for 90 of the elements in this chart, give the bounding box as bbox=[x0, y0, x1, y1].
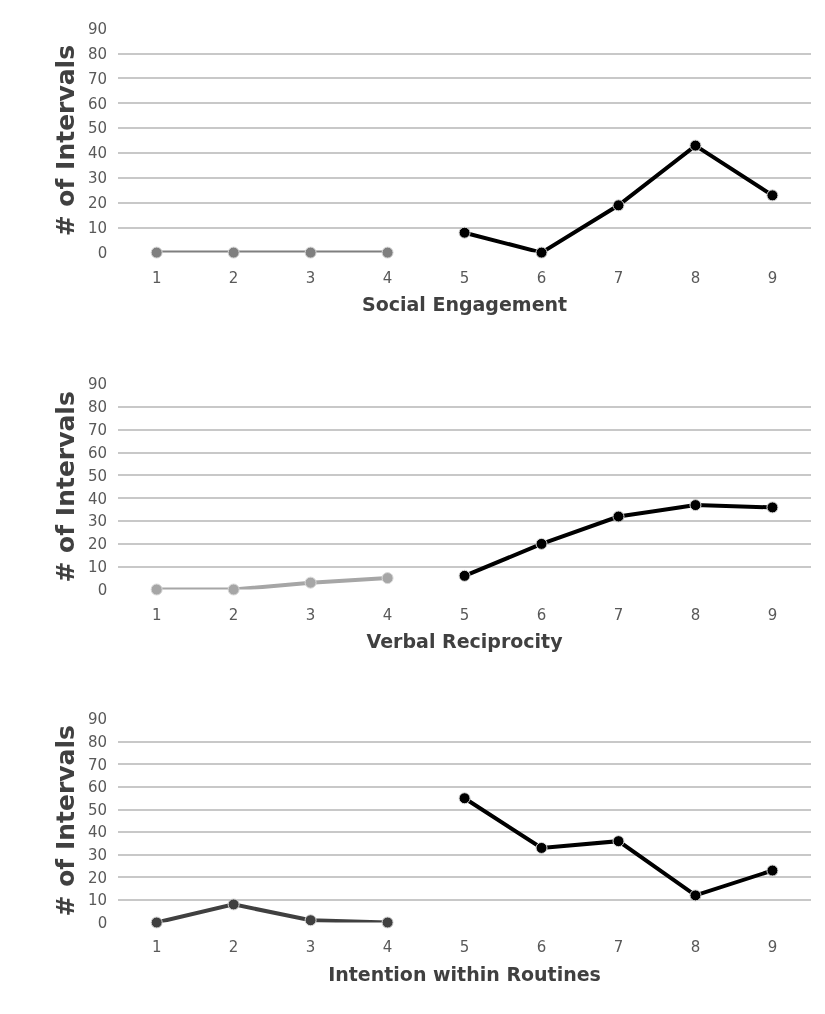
x-tick-label: 5 bbox=[459, 268, 470, 287]
point bbox=[612, 199, 625, 212]
x-tick-label: 1 bbox=[151, 938, 162, 957]
point bbox=[150, 916, 163, 929]
y-tick-label: 20 bbox=[88, 194, 108, 213]
x-tick-label: 1 bbox=[151, 268, 162, 287]
point bbox=[304, 576, 317, 589]
y-tick-label: 40 bbox=[88, 489, 108, 508]
y-tick-label: 40 bbox=[88, 823, 108, 842]
y-tick-label: 60 bbox=[88, 443, 108, 462]
x-tick-label: 4 bbox=[382, 268, 393, 287]
point bbox=[227, 898, 240, 911]
y-axis-title: # of Intervals bbox=[50, 44, 80, 237]
y-tick-label: 30 bbox=[88, 169, 108, 188]
y-tick-label: 80 bbox=[88, 733, 108, 752]
point bbox=[458, 226, 471, 239]
point bbox=[612, 835, 625, 848]
x-tick-label: 6 bbox=[536, 268, 547, 287]
point bbox=[766, 864, 779, 877]
y-tick-label: 50 bbox=[88, 119, 108, 138]
y-tick-label: 90 bbox=[88, 19, 108, 38]
x-tick-label: 6 bbox=[536, 938, 547, 957]
y-tick-label: 50 bbox=[88, 466, 108, 485]
x-tick-label: 3 bbox=[305, 938, 316, 957]
y-tick-label: 10 bbox=[88, 891, 108, 910]
y-tick-label: 80 bbox=[88, 398, 108, 417]
x-axis-title: Verbal Reciprocity bbox=[366, 630, 564, 653]
point bbox=[458, 569, 471, 582]
x-tick-label: 9 bbox=[767, 938, 778, 957]
y-tick-label: 90 bbox=[88, 375, 108, 394]
point bbox=[150, 583, 163, 596]
y-tick-label: 20 bbox=[88, 868, 108, 887]
point bbox=[304, 914, 317, 927]
x-tick-label: 3 bbox=[305, 268, 316, 287]
point bbox=[535, 537, 548, 550]
y-tick-label: 10 bbox=[88, 218, 108, 237]
y-tick-label: 60 bbox=[88, 94, 108, 113]
point bbox=[150, 246, 163, 259]
x-axis-title: Intention within Routines bbox=[328, 963, 601, 986]
y-tick-label: 0 bbox=[97, 580, 108, 599]
y-tick-label: 50 bbox=[88, 800, 108, 819]
y-tick-label: 40 bbox=[88, 144, 108, 163]
x-tick-label: 2 bbox=[228, 268, 239, 287]
x-tick-label: 3 bbox=[305, 605, 316, 624]
y-tick-label: 30 bbox=[88, 512, 108, 531]
point bbox=[227, 583, 240, 596]
y-tick-label: 70 bbox=[88, 69, 108, 88]
point bbox=[381, 572, 394, 585]
x-tick-label: 8 bbox=[690, 938, 701, 957]
x-tick-label: 4 bbox=[382, 938, 393, 957]
y-tick-label: 20 bbox=[88, 535, 108, 554]
x-tick-label: 7 bbox=[613, 938, 624, 957]
point bbox=[766, 189, 779, 202]
point bbox=[766, 501, 779, 514]
x-tick-label: 8 bbox=[690, 268, 701, 287]
point bbox=[458, 792, 471, 805]
y-tick-label: 0 bbox=[97, 243, 108, 262]
x-tick-label: 5 bbox=[459, 605, 470, 624]
point bbox=[304, 246, 317, 259]
point bbox=[612, 510, 625, 523]
x-tick-label: 5 bbox=[459, 938, 470, 957]
point bbox=[227, 246, 240, 259]
x-tick-label: 2 bbox=[228, 605, 239, 624]
x-axis-title: Social Engagement bbox=[361, 293, 568, 316]
point bbox=[689, 499, 702, 512]
x-tick-label: 7 bbox=[613, 268, 624, 287]
y-tick-label: 70 bbox=[88, 421, 108, 440]
point bbox=[381, 246, 394, 259]
y-axis-title: # of Intervals bbox=[50, 725, 80, 917]
point bbox=[381, 916, 394, 929]
y-axis-title: # of Intervals bbox=[50, 391, 80, 583]
x-tick-label: 9 bbox=[767, 268, 778, 287]
x-tick-label: 6 bbox=[536, 605, 547, 624]
x-tick-label: 1 bbox=[151, 605, 162, 624]
x-tick-label: 4 bbox=[382, 605, 393, 624]
x-tick-label: 2 bbox=[228, 938, 239, 957]
point bbox=[689, 889, 702, 902]
y-tick-label: 70 bbox=[88, 755, 108, 774]
point bbox=[535, 246, 548, 259]
point bbox=[535, 841, 548, 854]
x-tick-label: 7 bbox=[613, 605, 624, 624]
y-tick-label: 80 bbox=[88, 44, 108, 63]
y-tick-label: 0 bbox=[97, 913, 108, 932]
y-tick-label: 30 bbox=[88, 845, 108, 864]
point bbox=[689, 139, 702, 152]
x-tick-label: 9 bbox=[767, 605, 778, 624]
y-tick-label: 60 bbox=[88, 778, 108, 797]
x-tick-label: 8 bbox=[690, 605, 701, 624]
y-tick-label: 10 bbox=[88, 557, 108, 576]
y-tick-label: 90 bbox=[88, 710, 108, 729]
